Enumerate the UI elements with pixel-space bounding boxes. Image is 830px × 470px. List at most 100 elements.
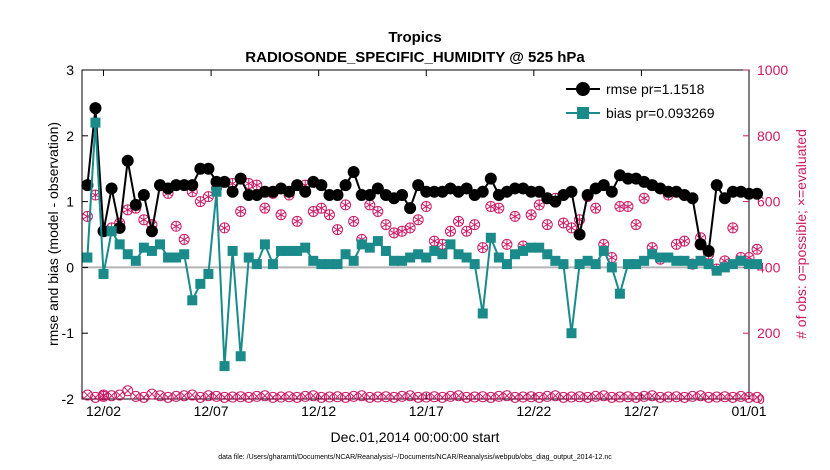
obs-possible-point: [275, 209, 287, 221]
bias-point: [518, 245, 529, 256]
bias-point: [308, 255, 319, 266]
rmse-point: [710, 179, 723, 192]
obs-possible-point: [590, 202, 602, 214]
obs-evaluated-point: [307, 390, 319, 402]
series-obs-possible: [81, 178, 763, 401]
obs-possible-point: [170, 220, 182, 232]
obs-evaluated-point: [565, 391, 577, 403]
x-tick-label: 01/01: [731, 403, 766, 419]
obs-possible-point: [291, 215, 303, 227]
obs-evaluated-point: [662, 391, 674, 403]
obs-evaluated-point: [687, 390, 699, 402]
obs-evaluated-point: [703, 391, 715, 403]
bias-point: [461, 252, 472, 263]
obs-evaluated-point: [178, 390, 190, 402]
bias-point: [195, 278, 206, 289]
obs-evaluated-point: [436, 391, 448, 403]
bias-point: [501, 259, 512, 270]
rmse-point: [702, 244, 715, 257]
bias-point: [695, 255, 706, 266]
legend-marker-rmse: [576, 82, 590, 96]
obs-evaluated-point: [106, 390, 118, 402]
rmse-point: [315, 179, 328, 192]
bias-point: [90, 117, 101, 128]
bias-point: [590, 259, 601, 270]
rmse-point: [339, 179, 352, 192]
obs-evaluated-point: [356, 390, 368, 402]
obs-evaluated-point: [557, 391, 569, 403]
obs-evaluated-point: [146, 388, 158, 400]
rmse-point: [597, 179, 610, 192]
bias-point: [752, 259, 763, 270]
y-right-tick-label: 200: [757, 325, 781, 341]
rmse-point: [581, 189, 594, 202]
bias-point: [727, 259, 738, 270]
obs-evaluated-point: [154, 390, 166, 402]
rmse-point: [476, 185, 489, 198]
bias-point: [493, 252, 504, 263]
bias-point: [388, 255, 399, 266]
obs-evaluated-point: [525, 391, 537, 403]
obs-evaluated-point: [340, 391, 352, 403]
obs-possible-point: [340, 199, 352, 211]
rmse-point: [396, 189, 409, 202]
bias-point: [711, 265, 722, 276]
bias-point: [300, 242, 311, 253]
rmse-point: [484, 172, 497, 185]
obs-evaluated-point: [638, 390, 650, 402]
obs-evaluated-point: [89, 391, 101, 403]
obs-possible-point: [219, 222, 231, 234]
bias-point: [179, 249, 190, 260]
obs-possible-point: [178, 233, 190, 245]
rmse-point: [81, 179, 94, 192]
obs-evaluated-point: [517, 391, 529, 403]
bias-point: [98, 268, 109, 279]
obs-evaluated-point: [509, 391, 521, 403]
obs-evaluated-point: [122, 385, 134, 397]
obs-possible-point: [678, 235, 690, 247]
obs-possible-point: [259, 202, 271, 214]
bias-point: [356, 239, 367, 250]
obs-possible-point: [525, 209, 537, 221]
bias-point: [372, 236, 383, 247]
bias-point: [421, 252, 432, 263]
bias-point: [574, 259, 585, 270]
y-right-tick-label: 800: [757, 128, 781, 144]
rmse-point: [605, 185, 618, 198]
rmse-point: [751, 187, 764, 200]
rmse-point: [145, 225, 158, 238]
obs-evaluated-point: [549, 390, 561, 402]
bias-point: [744, 259, 754, 270]
obs-evaluated-point: [323, 391, 335, 403]
obs-evaluated-point: [235, 391, 247, 403]
obs-evaluated-point: [630, 391, 642, 403]
obs-possible-point: [533, 199, 545, 211]
x-axis-label: Dec.01,2014 00:00:00 start: [331, 429, 500, 445]
y-tick-label: -1: [62, 325, 75, 341]
obs-evaluated-point: [404, 390, 416, 402]
obs-evaluated-point: [243, 391, 255, 403]
obs-evaluated-point: [590, 390, 602, 402]
bias-point: [146, 245, 157, 256]
obs-evaluated-point: [267, 391, 279, 403]
bias-point: [566, 328, 577, 339]
bias-point: [413, 249, 424, 260]
bias-point: [114, 239, 125, 250]
obs-possible-point: [332, 224, 344, 236]
obs-evaluated-point: [646, 390, 658, 402]
bias-point: [122, 249, 133, 260]
bias-point: [526, 242, 537, 253]
obs-evaluated-point: [420, 391, 432, 403]
obs-evaluated-point: [493, 390, 505, 402]
rmse-point: [460, 182, 473, 195]
y-axis-label-right: # of obs: o=possible; ×=evaluated: [793, 129, 809, 339]
obs-evaluated-point: [469, 391, 481, 403]
obs-evaluated-point: [275, 391, 287, 403]
obs-evaluated-point: [654, 391, 666, 403]
bias-point: [405, 252, 416, 263]
plot-frame: [81, 69, 750, 400]
rmse-point: [137, 189, 150, 202]
obs-possible-point: [420, 201, 432, 213]
bias-point: [719, 262, 730, 273]
bias-point: [380, 245, 391, 256]
